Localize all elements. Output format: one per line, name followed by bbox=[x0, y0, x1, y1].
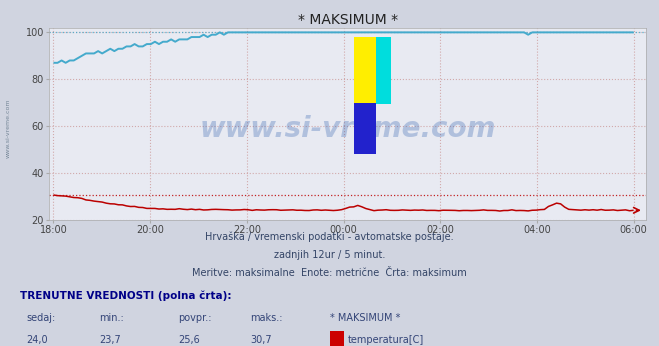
Text: www.si-vreme.com: www.si-vreme.com bbox=[200, 116, 496, 144]
Text: 24,0: 24,0 bbox=[26, 335, 48, 345]
Text: zadnjih 12ur / 5 minut.: zadnjih 12ur / 5 minut. bbox=[273, 251, 386, 261]
Text: Hrvaška / vremenski podatki - avtomatske postaje.: Hrvaška / vremenski podatki - avtomatske… bbox=[205, 232, 454, 243]
Text: min.:: min.: bbox=[99, 313, 124, 323]
Text: TRENUTNE VREDNOSTI (polna črta):: TRENUTNE VREDNOSTI (polna črta): bbox=[20, 291, 231, 301]
Text: 25,6: 25,6 bbox=[178, 335, 200, 345]
Text: temperatura[C]: temperatura[C] bbox=[347, 335, 424, 345]
Text: povpr.:: povpr.: bbox=[178, 313, 212, 323]
Title: * MAKSIMUM *: * MAKSIMUM * bbox=[298, 12, 397, 27]
Text: 30,7: 30,7 bbox=[250, 335, 272, 345]
Text: * MAKSIMUM *: * MAKSIMUM * bbox=[330, 313, 400, 323]
Bar bbox=[354, 102, 376, 154]
Text: maks.:: maks.: bbox=[250, 313, 283, 323]
Bar bbox=[376, 37, 391, 104]
Text: 23,7: 23,7 bbox=[99, 335, 121, 345]
Text: www.si-vreme.com: www.si-vreme.com bbox=[5, 98, 11, 158]
Bar bbox=[354, 37, 376, 104]
Text: Meritve: maksimalne  Enote: metrične  Črta: maksimum: Meritve: maksimalne Enote: metrične Črta… bbox=[192, 268, 467, 279]
Text: sedaj:: sedaj: bbox=[26, 313, 55, 323]
